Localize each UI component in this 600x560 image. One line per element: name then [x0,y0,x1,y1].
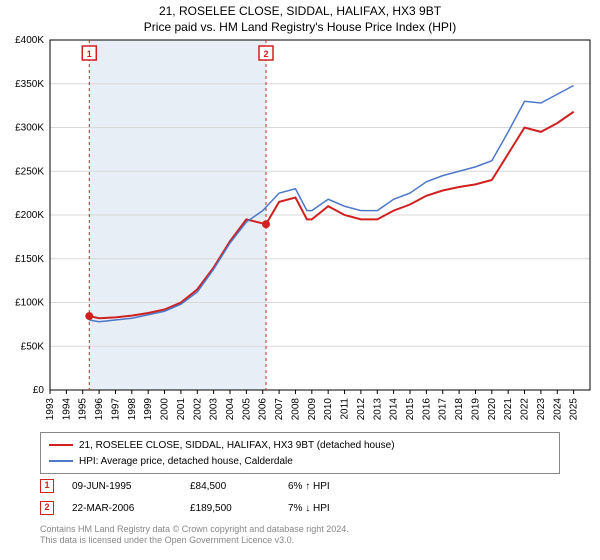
svg-text:1994: 1994 [61,398,72,421]
svg-text:2003: 2003 [209,398,220,421]
svg-text:2009: 2009 [307,398,318,421]
svg-text:1996: 1996 [94,398,105,421]
legend-swatch [49,460,73,462]
svg-text:2016: 2016 [421,398,432,421]
transaction-row: 1 09-JUN-1995 £84,500 6% ↑ HPI [40,475,560,497]
svg-text:2023: 2023 [536,398,547,421]
svg-text:2004: 2004 [225,398,236,421]
svg-text:£350K: £350K [15,79,44,90]
svg-text:2011: 2011 [340,398,351,420]
svg-text:2022: 2022 [520,398,531,421]
svg-text:2014: 2014 [389,398,400,421]
svg-text:1995: 1995 [78,398,89,421]
svg-text:2001: 2001 [176,398,187,421]
svg-text:£150K: £150K [15,254,44,265]
svg-text:2013: 2013 [372,398,383,421]
transaction-pct: 6% ↑ HPI [288,481,388,492]
svg-text:£100K: £100K [15,298,44,309]
svg-text:2012: 2012 [356,398,367,421]
svg-text:2008: 2008 [290,398,301,421]
svg-text:2017: 2017 [438,398,449,421]
svg-text:1999: 1999 [143,398,154,421]
svg-text:2021: 2021 [503,398,514,421]
transaction-pct: 7% ↓ HPI [288,503,388,514]
svg-text:2000: 2000 [160,398,171,421]
legend-item: HPI: Average price, detached house, Cald… [49,453,551,469]
svg-text:2020: 2020 [487,398,498,421]
svg-text:£400K: £400K [15,35,44,46]
svg-text:2: 2 [263,49,268,59]
svg-text:£250K: £250K [15,166,44,177]
legend: 21, ROSELEE CLOSE, SIDDAL, HALIFAX, HX3 … [40,432,560,474]
svg-text:1: 1 [87,49,92,59]
svg-text:2010: 2010 [323,398,334,421]
transaction-table: 1 09-JUN-1995 £84,500 6% ↑ HPI 2 22-MAR-… [40,475,560,519]
line-chart: £0 £50K £100K £150K £200K £250K £300K £350K £400… [0,0,600,430]
svg-text:£50K: £50K [21,341,45,352]
svg-text:2018: 2018 [454,398,465,421]
transaction-price: £84,500 [190,481,270,492]
svg-text:1993: 1993 [45,398,56,421]
legend-label: HPI: Average price, detached house, Cald… [79,456,293,467]
svg-text:£300K: £300K [15,123,44,134]
footer-line2: This data is licensed under the Open Gov… [40,535,560,546]
svg-text:2006: 2006 [258,398,269,421]
transaction-price: £189,500 [190,503,270,514]
svg-text:2024: 2024 [552,398,563,421]
svg-text:2007: 2007 [274,398,285,421]
transaction-date: 22-MAR-2006 [72,503,172,514]
svg-text:2019: 2019 [470,398,481,421]
svg-text:2002: 2002 [192,398,203,421]
legend-swatch [49,444,73,446]
svg-text:2015: 2015 [405,398,416,421]
svg-text:2025: 2025 [569,398,580,421]
svg-text:1998: 1998 [127,398,138,421]
svg-text:1997: 1997 [110,398,121,421]
footer-line1: Contains HM Land Registry data © Crown c… [40,524,560,535]
svg-text:2005: 2005 [241,398,252,421]
svg-text:£200K: £200K [15,210,44,221]
transaction-marker: 1 [40,479,54,493]
footer-attribution: Contains HM Land Registry data © Crown c… [40,524,560,547]
svg-text:£0: £0 [33,385,45,396]
transaction-date: 09-JUN-1995 [72,481,172,492]
chart-container: 21, ROSELEE CLOSE, SIDDAL, HALIFAX, HX3 … [0,0,600,560]
transaction-marker: 2 [40,501,54,515]
legend-item: 21, ROSELEE CLOSE, SIDDAL, HALIFAX, HX3 … [49,437,551,453]
legend-label: 21, ROSELEE CLOSE, SIDDAL, HALIFAX, HX3 … [79,440,395,451]
transaction-row: 2 22-MAR-2006 £189,500 7% ↓ HPI [40,497,560,519]
